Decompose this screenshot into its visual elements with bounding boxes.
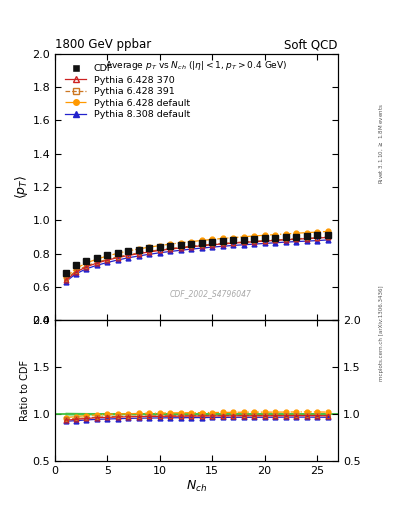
Text: Rivet 3.1.10, $\geq$ 1.8M events: Rivet 3.1.10, $\geq$ 1.8M events: [377, 103, 385, 184]
Text: 1800 GeV ppbar: 1800 GeV ppbar: [55, 38, 151, 51]
Text: Average $p_T$ vs $N_{ch}$ ($|\eta| < 1$, $p_T > 0.4$ GeV): Average $p_T$ vs $N_{ch}$ ($|\eta| < 1$,…: [105, 59, 288, 72]
Y-axis label: $\langle p_T \rangle$: $\langle p_T \rangle$: [13, 175, 29, 199]
Text: mcplots.cern.ch [arXiv:1306.3436]: mcplots.cern.ch [arXiv:1306.3436]: [379, 285, 384, 380]
Y-axis label: Ratio to CDF: Ratio to CDF: [20, 360, 29, 421]
X-axis label: $N_{ch}$: $N_{ch}$: [186, 478, 207, 494]
Text: CDF_2002_S4796047: CDF_2002_S4796047: [170, 289, 252, 298]
Legend: CDF, Pythia 6.428 370, Pythia 6.428 391, Pythia 6.428 default, Pythia 8.308 defa: CDF, Pythia 6.428 370, Pythia 6.428 391,…: [62, 61, 193, 122]
Text: Soft QCD: Soft QCD: [285, 38, 338, 51]
